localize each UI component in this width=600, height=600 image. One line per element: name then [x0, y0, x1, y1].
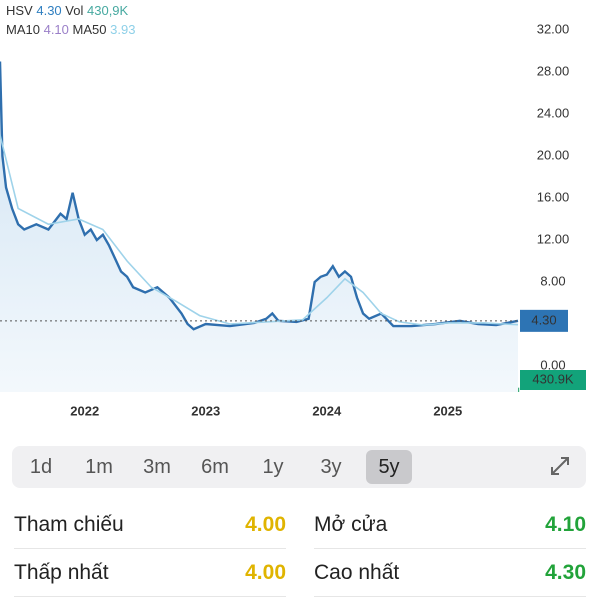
- x-tick-label: 2022: [70, 403, 99, 418]
- vol-label: Vol: [65, 3, 83, 18]
- ma10-label: MA10: [6, 22, 40, 37]
- range-bar: 1d 1m 3m 6m 1y 3y 5y: [12, 446, 586, 488]
- header-line: HSV 4.30 Vol 430,9K: [6, 3, 129, 18]
- range-button[interactable]: 6m: [201, 456, 229, 478]
- volume-badge: [520, 370, 586, 390]
- stat-label: Tham chiếu: [14, 513, 124, 536]
- range-button[interactable]: 3m: [143, 456, 171, 478]
- range-button[interactable]: 1d: [29, 456, 53, 478]
- ma50-label: MA50: [73, 22, 107, 37]
- range-button[interactable]: 1m: [85, 456, 113, 478]
- price-badge: [520, 309, 568, 332]
- stat-label: Mở cửa: [314, 513, 388, 536]
- stat: Thấp nhất 4.00: [14, 550, 286, 597]
- stat: Mở cửa 4.10: [314, 502, 586, 549]
- stat-value: 4.10: [545, 513, 586, 536]
- stat-value: 4.30: [545, 561, 586, 584]
- series-line: [0, 134, 519, 326]
- symbol: HSV: [6, 3, 33, 18]
- x-tick-label: 2025: [433, 403, 462, 418]
- y-tick-label: 28.00: [537, 63, 570, 78]
- y-tick-label: 20.00: [537, 147, 570, 162]
- x-tick-label: 2023: [191, 403, 220, 418]
- stat-value: 4.00: [245, 513, 286, 536]
- price-area: [0, 61, 518, 392]
- y-tick-label: 32.00: [537, 21, 570, 36]
- vol: 430,9K: [87, 3, 129, 18]
- volume-badge-label: 430.9K: [532, 371, 574, 386]
- chart: HSV 4.30 Vol 430,9K MA10 4.10 MA50 3.93 …: [0, 3, 586, 418]
- series-line: [0, 61, 519, 331]
- y-tick-label: 24.00: [537, 105, 570, 120]
- range-button[interactable]: 1y: [262, 456, 284, 478]
- x-tick-label: 2024: [312, 403, 342, 418]
- y-tick-label: 12.00: [537, 231, 570, 246]
- price: 4.30: [36, 3, 61, 18]
- y-tick-label: 16.00: [537, 189, 570, 204]
- stat-label: Cao nhất: [314, 561, 400, 584]
- header-line: MA10 4.10 MA50 3.93: [6, 22, 135, 37]
- stat: Tham chiếu 4.00: [14, 502, 286, 549]
- y-tick-label: 8.00: [540, 273, 565, 288]
- stat-label: Thấp nhất: [14, 561, 109, 584]
- ma10: 4.10: [44, 22, 69, 37]
- expand-icon[interactable]: [548, 454, 572, 478]
- range-button[interactable]: 3y: [320, 456, 342, 478]
- price-badge-label: 4.30: [531, 312, 556, 327]
- ma50: 3.93: [110, 22, 135, 37]
- y-tick-label: 0.00: [540, 357, 565, 372]
- stat-value: 4.00: [245, 561, 286, 584]
- range-button[interactable]: 5y: [366, 450, 412, 484]
- stat: Cao nhất 4.30: [314, 550, 586, 597]
